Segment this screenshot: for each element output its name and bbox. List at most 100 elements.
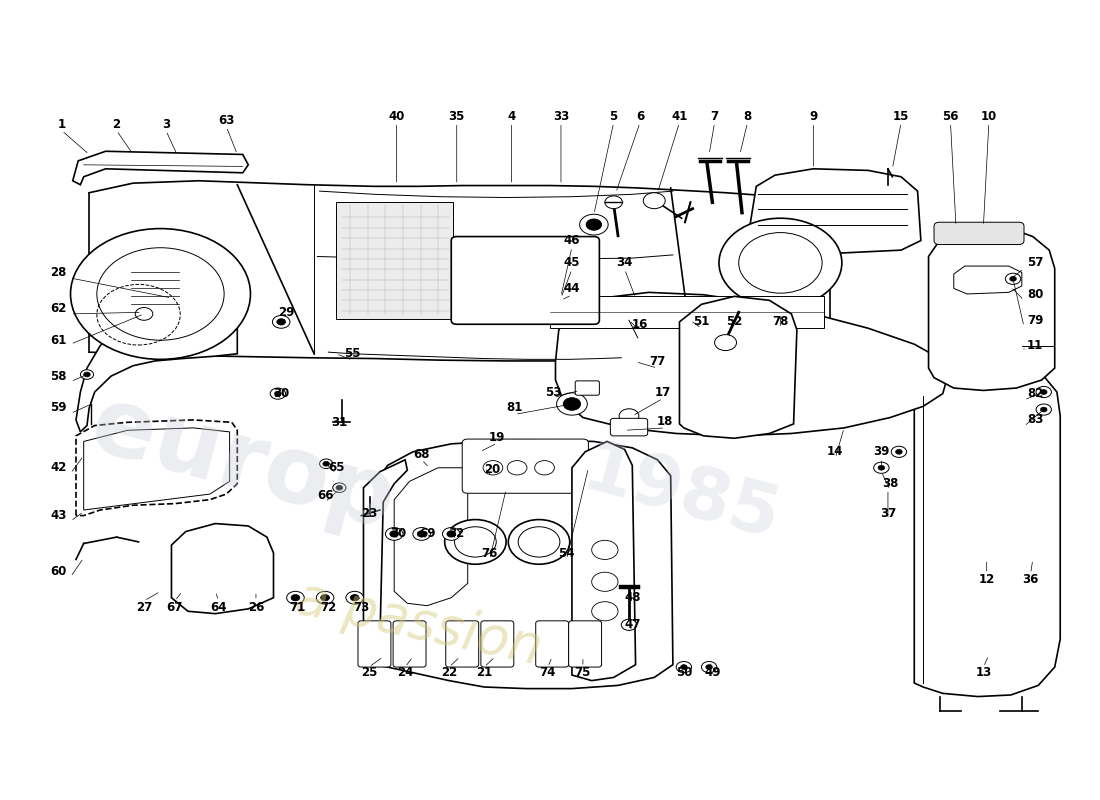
Circle shape [273, 315, 290, 328]
Circle shape [702, 662, 717, 673]
Polygon shape [954, 266, 1022, 294]
Circle shape [592, 602, 618, 621]
Circle shape [277, 318, 286, 325]
Polygon shape [172, 523, 274, 614]
Circle shape [332, 483, 345, 493]
Polygon shape [748, 169, 921, 254]
Text: 72: 72 [320, 601, 337, 614]
Circle shape [873, 462, 889, 474]
Circle shape [621, 619, 637, 630]
Text: 75: 75 [574, 666, 591, 679]
Text: 13: 13 [976, 666, 991, 679]
FancyBboxPatch shape [481, 621, 514, 667]
Circle shape [292, 594, 300, 601]
Circle shape [345, 591, 363, 604]
Text: 68: 68 [414, 448, 430, 461]
Text: 61: 61 [51, 334, 67, 346]
Text: 16: 16 [631, 318, 648, 330]
FancyBboxPatch shape [446, 621, 478, 667]
Text: 82: 82 [1026, 387, 1043, 400]
Text: 51: 51 [693, 315, 710, 328]
Text: 74: 74 [540, 666, 556, 679]
Text: 19: 19 [490, 431, 506, 444]
Polygon shape [374, 440, 673, 689]
FancyBboxPatch shape [462, 439, 588, 494]
Text: 23: 23 [361, 506, 377, 520]
Text: 66: 66 [317, 489, 333, 502]
Text: 69: 69 [419, 527, 436, 541]
Circle shape [271, 388, 286, 399]
Circle shape [557, 393, 587, 415]
Circle shape [97, 248, 224, 340]
Polygon shape [76, 420, 238, 515]
Text: 37: 37 [880, 506, 896, 520]
Text: 8: 8 [744, 110, 751, 123]
Circle shape [412, 527, 430, 540]
Text: 22: 22 [441, 666, 458, 679]
Text: 35: 35 [449, 110, 465, 123]
Text: 11: 11 [1026, 339, 1043, 352]
Text: 30: 30 [273, 387, 289, 400]
Circle shape [681, 665, 688, 670]
Circle shape [739, 233, 822, 293]
Text: 81: 81 [507, 402, 524, 414]
Text: 33: 33 [553, 110, 569, 123]
Text: 1985: 1985 [575, 436, 788, 555]
Text: 42: 42 [51, 462, 67, 474]
Circle shape [619, 409, 639, 423]
Circle shape [417, 530, 426, 537]
Text: 64: 64 [210, 601, 227, 614]
Circle shape [454, 526, 496, 557]
Polygon shape [73, 151, 249, 185]
Text: 59: 59 [51, 402, 67, 414]
Text: 25: 25 [361, 666, 377, 679]
Text: 46: 46 [563, 234, 580, 247]
Text: 10: 10 [981, 110, 997, 123]
Circle shape [320, 459, 332, 469]
Circle shape [580, 214, 608, 235]
Circle shape [676, 662, 692, 673]
Text: 67: 67 [166, 601, 183, 614]
Circle shape [317, 591, 333, 604]
FancyBboxPatch shape [569, 621, 602, 667]
FancyBboxPatch shape [451, 237, 600, 324]
Circle shape [385, 527, 403, 540]
Circle shape [891, 446, 906, 458]
Text: 60: 60 [51, 565, 67, 578]
FancyBboxPatch shape [934, 222, 1024, 245]
Circle shape [1010, 277, 1016, 282]
Text: 24: 24 [397, 666, 414, 679]
Text: 39: 39 [873, 446, 890, 458]
Text: 1: 1 [57, 118, 66, 131]
Circle shape [442, 527, 460, 540]
Text: 2: 2 [112, 118, 121, 131]
Text: 62: 62 [51, 302, 67, 315]
Text: 52: 52 [726, 315, 742, 328]
Circle shape [592, 540, 618, 559]
Text: 26: 26 [248, 601, 264, 614]
Text: a passion: a passion [290, 572, 546, 674]
Circle shape [605, 196, 623, 209]
Text: 4: 4 [507, 110, 516, 123]
FancyBboxPatch shape [575, 381, 600, 395]
Text: 63: 63 [218, 114, 234, 127]
Text: 50: 50 [675, 666, 692, 679]
Text: 44: 44 [563, 282, 580, 295]
Text: 70: 70 [390, 527, 407, 541]
Circle shape [350, 594, 359, 601]
Circle shape [323, 462, 330, 466]
Circle shape [878, 466, 884, 470]
Text: 57: 57 [1026, 256, 1043, 270]
Circle shape [644, 193, 666, 209]
Text: 65: 65 [328, 462, 344, 474]
Text: 14: 14 [827, 446, 844, 458]
Text: 6: 6 [636, 110, 645, 123]
Circle shape [508, 519, 570, 564]
Text: 38: 38 [882, 478, 899, 490]
Circle shape [1036, 386, 1052, 398]
Circle shape [1041, 390, 1047, 394]
Text: 29: 29 [278, 306, 295, 319]
Text: 48: 48 [624, 591, 640, 604]
Text: 31: 31 [331, 416, 348, 429]
Circle shape [135, 307, 153, 320]
